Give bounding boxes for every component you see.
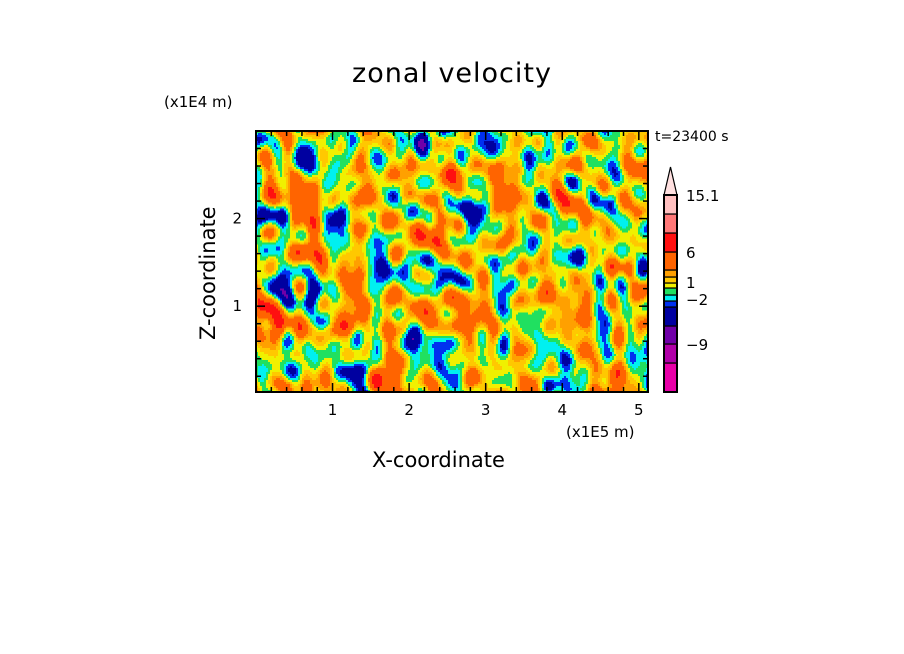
plot-frame — [255, 130, 649, 393]
colorbar-segment — [663, 325, 678, 345]
colorbar-label: 15.1 — [686, 187, 719, 205]
colorbar-segment — [663, 232, 678, 253]
colorbar-segment — [663, 306, 678, 327]
time-label: t=23400 s — [655, 129, 729, 145]
colorbar-label: 1 — [686, 274, 696, 292]
colorbar-segment — [663, 300, 678, 308]
colorbar-label: 6 — [686, 244, 696, 262]
x-axis-label: X-coordinate — [372, 448, 505, 472]
colorbar-segment — [663, 287, 678, 296]
colorbar-segment — [663, 343, 678, 364]
colorbar-segment — [663, 251, 678, 271]
x-tick-label: 2 — [404, 401, 414, 419]
colorbar-extend-triangle — [663, 166, 678, 196]
colorbar-segment — [663, 276, 678, 284]
colorbar-segment — [663, 294, 678, 302]
contour-field — [256, 131, 648, 392]
colorbar-segment — [663, 213, 678, 234]
colorbar-label: −9 — [686, 336, 708, 354]
colorbar-frame — [663, 194, 678, 393]
colorbar-segment — [663, 282, 678, 289]
chart-title: zonal velocity — [352, 58, 552, 89]
x-tick-label: 3 — [481, 401, 491, 419]
x-tick-label: 4 — [557, 401, 567, 419]
x-axis-unit: (x1E5 m) — [566, 423, 635, 441]
x-tick-label: 1 — [328, 401, 338, 419]
y-axis-unit: (x1E4 m) — [164, 93, 233, 111]
colorbar-segment — [663, 194, 678, 215]
x-tick-label: 5 — [634, 401, 644, 419]
colorbar-label: −2 — [686, 291, 708, 309]
y-tick-label: 2 — [232, 210, 242, 228]
colorbar-segment — [663, 269, 678, 278]
colorbar-segment — [663, 362, 678, 393]
y-tick-label: 1 — [232, 297, 242, 315]
